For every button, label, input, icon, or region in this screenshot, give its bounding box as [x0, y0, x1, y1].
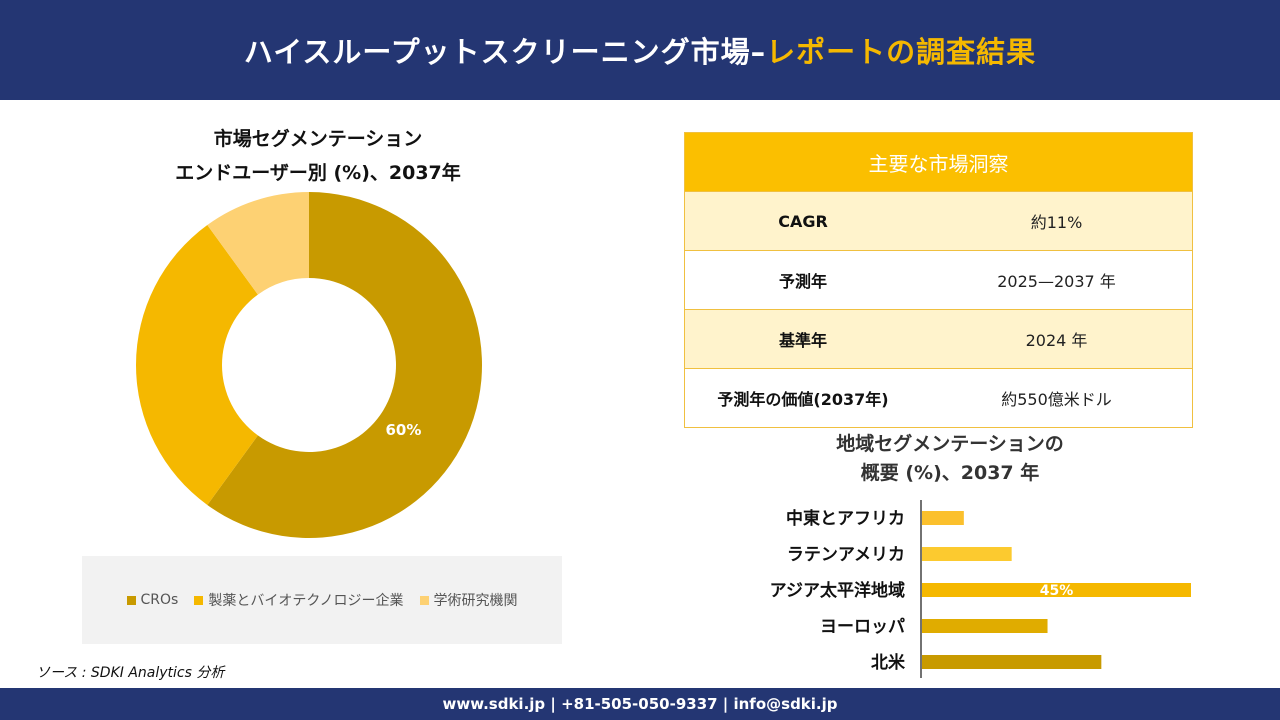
legend-item: CROs [126, 592, 179, 608]
donut-slice [207, 192, 309, 295]
insights-row-value: 2025—2037 年 [997, 272, 1116, 291]
bar [922, 619, 1048, 633]
bar-data-label: 45% [1040, 583, 1074, 599]
bar-category-label: 中東とアフリカ [786, 508, 905, 529]
bar-title-line1: 地域セグメンテーションの [836, 433, 1064, 455]
footer-contact: www.sdki.jp | +81-505-050-9337 | info@sd… [442, 695, 838, 713]
donut-chart: 60% [135, 192, 482, 538]
insights-table: 主要な市場洞察 CAGR 約11% 予測年 2025—2037 年基準年 2024 年予… [684, 132, 1193, 428]
legend-label: 学術研究機関 [433, 593, 518, 609]
donut-slice [207, 192, 482, 538]
footer-bar: www.sdki.jp | +81-505-050-9337 | info@sd… [0, 688, 1280, 720]
insights-row: 予測年の価値(2037年) 約550億米ドル [685, 368, 1192, 427]
donut-title-line1: 市場セグメンテーション [213, 128, 423, 150]
bar-category-label: 北米 [871, 652, 906, 673]
bar-category-label: アジア太平洋地域 [770, 580, 905, 601]
page-title: ハイスループットスクリーニング市場–レポートの調査結果 [243, 35, 1037, 69]
legend-item: 製薬とバイオテクノロジー企業 [194, 590, 404, 610]
insights-row-value: 約11% [1030, 213, 1083, 232]
legend-label: 製薬とバイオテクノロジー企業 [208, 593, 404, 609]
insights-row: 基準年 2024 年 [685, 309, 1192, 368]
insights-row-label: 予測年の価値(2037年) [717, 390, 889, 409]
legend-label: CROs [140, 592, 179, 608]
donut-legend: CROs 製薬とバイオテクノロジー企業 学術研究機関 [82, 556, 562, 644]
bar-title-line2: 概要 (%)、2037 年 [860, 462, 1040, 484]
legend-swatch [419, 595, 429, 605]
insights-row: 予測年 2025—2037 年 [685, 250, 1192, 309]
donut-slice [135, 225, 258, 505]
insights-row-value: 約550億米ドル [1001, 390, 1112, 409]
bar [922, 655, 1102, 669]
legend-swatch [194, 595, 204, 605]
page-title-accent: レポートの調査結果 [766, 35, 1037, 69]
donut-data-label: 60% [386, 421, 422, 439]
bar [922, 547, 1012, 561]
insights-title: 主要な市場洞察 [685, 133, 1192, 191]
bar-category-label: ラテンアメリカ [787, 545, 905, 565]
bar-category-label: ヨーロッパ [820, 617, 905, 637]
bar [922, 511, 964, 525]
bar-chart-title: 地域セグメンテーションの 概要 (%)、2037 年 [760, 430, 1140, 488]
bar [922, 583, 1191, 597]
insights-row: CAGR 約11% [685, 191, 1192, 250]
donut-chart-title: 市場セグメンテーション エンドユーザー別 (%)、2037年 [118, 122, 518, 190]
source-note: ソース : SDKI Analytics 分析 [36, 665, 225, 681]
insights-row-label: 基準年 [778, 331, 827, 350]
legend-item: 学術研究機関 [419, 590, 518, 610]
insights-row-label: CAGR [778, 211, 828, 231]
header-banner: ハイスループットスクリーニング市場–レポートの調査結果 [0, 0, 1280, 100]
insights-row-label: 予測年 [778, 272, 827, 291]
donut-title-line2: エンドユーザー別 (%)、2037年 [175, 162, 461, 184]
legend-swatch [126, 595, 136, 605]
insights-row-value: 2024 年 [1025, 331, 1088, 350]
